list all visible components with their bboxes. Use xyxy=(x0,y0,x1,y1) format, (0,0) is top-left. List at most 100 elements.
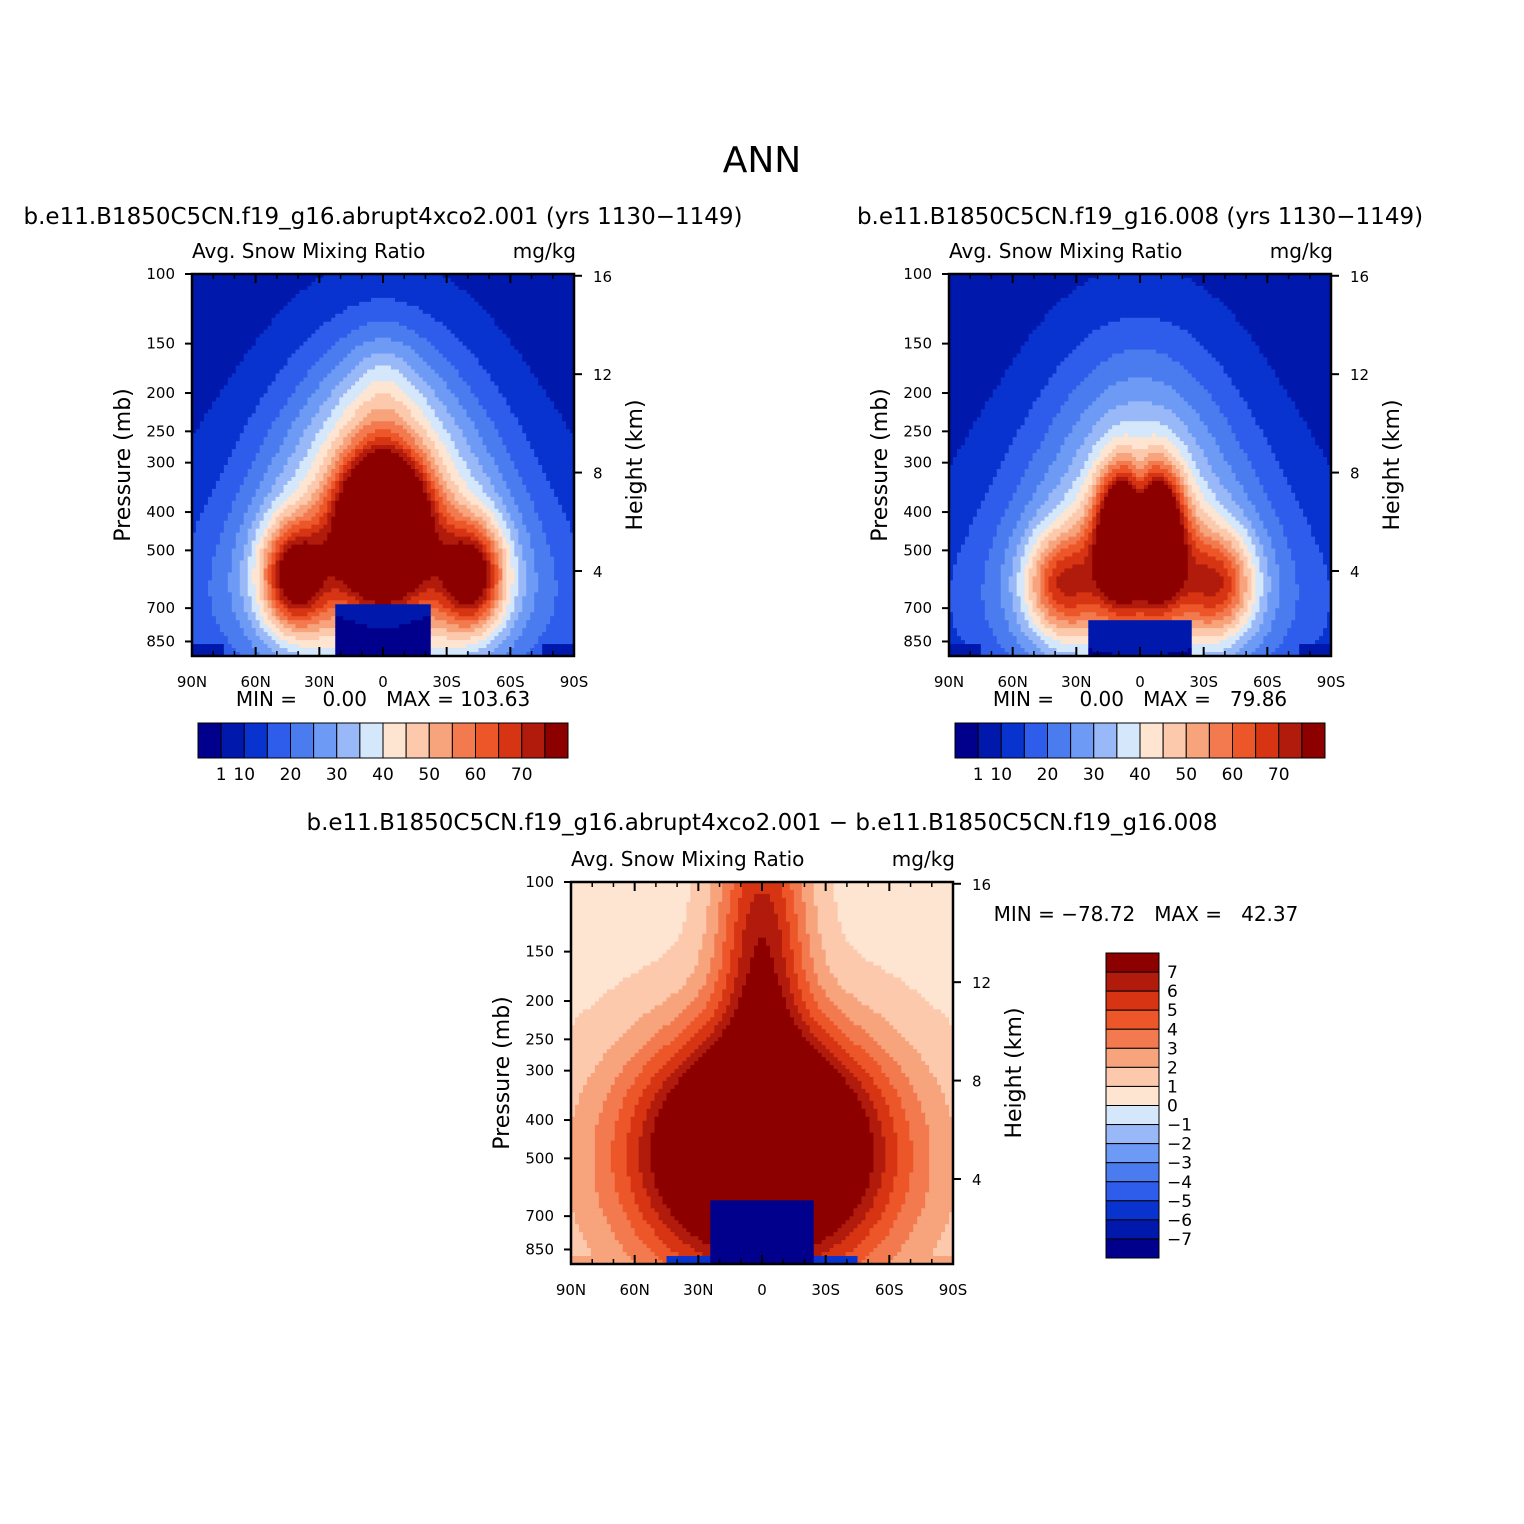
panel-3-contour-cell xyxy=(881,1132,898,1138)
panel-1-contour-cell xyxy=(554,576,574,581)
panel-1-contour-cell xyxy=(192,516,201,522)
panel-2-contour-cell xyxy=(949,648,982,653)
panel-1-contour-cell xyxy=(482,500,496,506)
panel-2-contour-cell xyxy=(1279,600,1296,605)
panel-2-contour-cell xyxy=(1048,496,1065,502)
panel-3-contour-cell xyxy=(869,1092,882,1098)
panel-2-contour-cell xyxy=(1012,560,1022,566)
y-tick-label: 500 xyxy=(525,1149,554,1167)
panel-1-contour-cell xyxy=(502,532,511,538)
colorbar-box xyxy=(313,722,338,759)
panel-1-contour-cell xyxy=(494,564,499,570)
panel-3-contour-cell xyxy=(769,945,783,951)
panel-1-contour-cell xyxy=(343,413,356,418)
panel-1-contour-cell xyxy=(470,516,484,522)
panel-3-contour-cell xyxy=(781,885,791,891)
panel-3-contour-cell xyxy=(654,1092,668,1098)
panel-2-contour-cell xyxy=(1183,488,1189,494)
panel-1-contour-cell xyxy=(486,472,503,478)
panel-3-contour-cell xyxy=(849,1216,867,1221)
panel-3-contour-cell xyxy=(949,1017,953,1022)
panel-2-contour-cell xyxy=(1088,457,1097,462)
panel-1-contour-cell xyxy=(195,524,225,530)
panel-1-contour-cell xyxy=(486,504,496,510)
panel-2-contour-cell xyxy=(1191,496,1197,502)
y-tick-label: 700 xyxy=(525,1207,554,1225)
panel-1-contour-cell xyxy=(490,624,499,629)
panel-3-contour-cell xyxy=(674,1084,851,1090)
panel-3-contour-cell xyxy=(662,1200,711,1205)
panel-3-contour-cell xyxy=(710,1212,815,1217)
panel-3-contour-cell xyxy=(626,1156,640,1162)
panel-1-contour-cell xyxy=(323,496,332,502)
panel-1-contour-cell xyxy=(550,620,574,625)
panel-1-contour-cell xyxy=(530,492,555,498)
panel-2-contour-cell xyxy=(1315,437,1331,442)
panel-1-contour-cell xyxy=(311,492,320,498)
panel-2-contour-cell xyxy=(1203,592,1217,597)
panel-1-contour-cell xyxy=(331,369,352,375)
panel-1-contour-cell xyxy=(235,612,249,617)
panel-3-contour-cell xyxy=(921,1053,953,1058)
panel-1-contour-cell xyxy=(478,457,496,462)
panel-3-contour-cell xyxy=(781,993,795,998)
panel-2-contour-cell xyxy=(1187,329,1249,335)
panel-3-contour-cell xyxy=(821,945,855,951)
panel-1-contour-cell xyxy=(223,644,233,649)
panel-1-contour-cell xyxy=(267,632,277,637)
panel-2-contour-cell xyxy=(1036,508,1054,514)
panel-1-contour-cell xyxy=(192,274,324,279)
panel-2-contour-cell xyxy=(1024,572,1030,578)
y-tick-label: 850 xyxy=(903,632,932,650)
panel-2-contour-cell xyxy=(1052,636,1089,641)
panel-2-contour-cell xyxy=(1263,520,1280,526)
panel-3-contour-cell xyxy=(678,1236,699,1241)
panel-1-contour-cell xyxy=(522,600,535,605)
panel-3-contour-cell xyxy=(654,1208,672,1213)
panel-1-contour-cell xyxy=(223,524,241,530)
panel-1-contour-cell xyxy=(438,532,456,538)
panel-3-contour-cell xyxy=(801,885,815,891)
panel-3-contour-cell xyxy=(921,1212,950,1217)
panel-2-contour-cell xyxy=(1239,600,1245,605)
panel-3-contour-cell xyxy=(638,1144,652,1150)
panel-3-contour-cell xyxy=(610,1088,628,1094)
colorbar-box xyxy=(544,722,569,759)
panel-1-contour-cell xyxy=(235,496,253,502)
panel-1-contour-cell xyxy=(327,433,340,438)
panel-1-contour-cell xyxy=(498,572,503,578)
panel-1-contour-cell xyxy=(526,568,535,574)
panel-1-contour-cell xyxy=(526,592,535,597)
panel-2-contour-cell xyxy=(960,445,1010,450)
panel-2-contour-cell xyxy=(1072,389,1105,394)
panel-3-contour-cell xyxy=(813,893,835,899)
panel-1-contour-cell xyxy=(335,508,432,514)
panel-1-contour-cell xyxy=(414,417,428,422)
panel-3-contour-cell xyxy=(813,1232,835,1237)
panel-1-contour-cell xyxy=(283,484,301,490)
panel-3-contour-cell xyxy=(678,1220,711,1225)
panel-2-contour-cell xyxy=(1303,417,1331,422)
panel-2-contour-cell xyxy=(1048,309,1233,315)
panel-1-contour-cell xyxy=(506,624,515,629)
y2-tick-label: 16 xyxy=(972,876,991,894)
panel-2-contour-cell xyxy=(1295,560,1324,566)
panel-2-contour-cell xyxy=(1247,556,1253,562)
panel-1-contour-cell xyxy=(422,468,428,474)
panel-1-contour-cell xyxy=(327,488,332,494)
panel-1-contour-cell xyxy=(335,496,340,502)
panel-1-contour-cell xyxy=(227,584,241,589)
panel-2-contour-cell xyxy=(949,540,966,546)
panel-1-contour-cell xyxy=(359,453,368,458)
panel-3-contour-cell xyxy=(801,953,811,959)
panel-3-contour-cell xyxy=(813,885,835,891)
panel-3-contour-cell xyxy=(622,977,687,983)
panel-1-contour-cell xyxy=(510,612,519,617)
panel-2-contour-cell xyxy=(1044,592,1054,597)
panel-2-contour-cell xyxy=(1092,429,1109,434)
panel-1-contour-cell xyxy=(530,540,547,546)
panel-1-contour-cell xyxy=(498,580,503,585)
panel-1-contour-cell xyxy=(510,628,523,633)
panel-1-contour-cell xyxy=(255,341,305,347)
panel-1-contour-cell xyxy=(287,548,480,554)
